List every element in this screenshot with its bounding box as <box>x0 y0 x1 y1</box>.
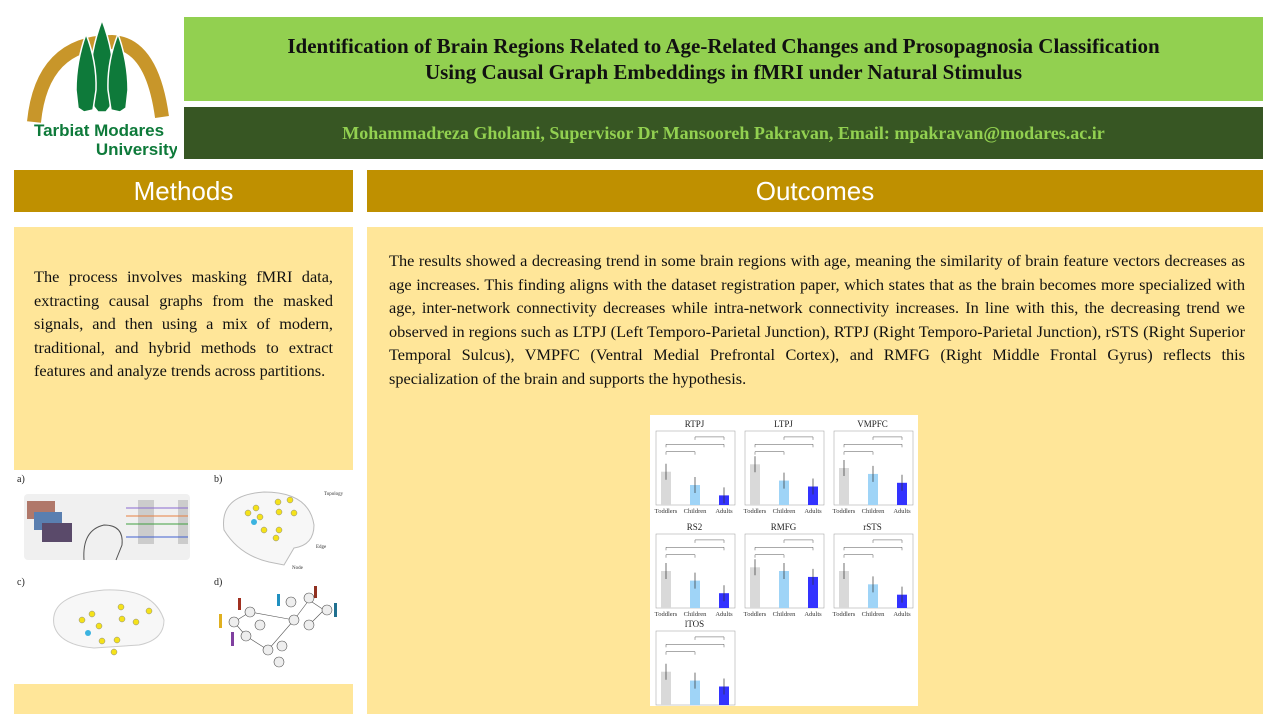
bar-panel-rsts: rSTS Toddlers Children Adults <box>833 522 914 618</box>
category-label: Adults <box>804 508 822 515</box>
category-label: Adults <box>893 508 911 515</box>
bar-children <box>779 480 789 505</box>
panel-title: lTOS <box>685 619 704 629</box>
outcomes-panel: The results showed a decreasing trend in… <box>367 227 1263 715</box>
significance-bracket <box>665 554 696 558</box>
bar-panel-ltpj: LTPJ Toddlers Children Adults <box>744 419 825 515</box>
panel-title: rSTS <box>863 522 882 532</box>
bar-toddlers <box>839 571 849 608</box>
significance-bracket <box>843 554 874 558</box>
panel-title: RTPJ <box>685 419 705 429</box>
bar-adults <box>719 686 729 705</box>
category-label: Children <box>773 508 796 515</box>
bar-panel-rtpj: RTPJ Toddlers Children Adults <box>655 419 736 515</box>
significance-bracket <box>665 651 696 655</box>
author-bar: Mohammadreza Gholami, Supervisor Dr Mans… <box>184 107 1263 159</box>
methods-text: The process involves masking fMRI data, … <box>34 267 333 380</box>
category-label: Children <box>684 508 707 515</box>
brain-causal-graph-illustration <box>53 589 165 656</box>
panel-title: VMPFC <box>857 419 888 429</box>
bar-children <box>690 580 700 608</box>
category-label: Children <box>684 611 707 618</box>
panel-label-a: a) <box>17 474 25 485</box>
bar-panel-rmfg: RMFG Toddlers Children Adults <box>744 522 825 618</box>
category-label: Toddlers <box>744 508 767 515</box>
bar-toddlers <box>750 567 760 608</box>
significance-bracket <box>694 436 725 440</box>
significance-bracket <box>665 547 725 551</box>
bar-toddlers <box>661 571 671 608</box>
bar-children <box>690 680 700 705</box>
category-label: Toddlers <box>833 508 856 515</box>
significance-bracket <box>872 539 903 543</box>
bar-children <box>868 584 878 608</box>
significance-bracket <box>665 444 725 448</box>
category-label: Adults <box>715 611 733 618</box>
panel-label-c: c) <box>17 577 25 588</box>
significance-bracket <box>694 636 725 640</box>
bar-toddlers <box>839 468 849 505</box>
title-bar: Identification of Brain Regions Related … <box>184 17 1263 101</box>
authors: Mohammadreza Gholami, Supervisor Dr Mans… <box>342 122 1105 143</box>
significance-bracket <box>754 444 814 448</box>
category-label: Children <box>862 508 885 515</box>
category-label: Children <box>773 611 796 618</box>
panel-label-d: d) <box>214 577 222 588</box>
outcomes-heading: Outcomes <box>367 170 1263 212</box>
category-label: Toddlers <box>833 611 856 618</box>
significance-bracket <box>665 451 696 455</box>
graph-illustration <box>219 586 337 668</box>
significance-bracket <box>694 539 725 543</box>
bar-panel-rs2: RS2 Toddlers Children Adults <box>655 522 736 618</box>
bar-adults <box>897 482 907 505</box>
significance-bracket <box>754 554 785 558</box>
outcomes-text: The results showed a decreasing trend in… <box>389 251 1245 388</box>
results-figure: RTPJ Toddlers Children Adults LTPJ Toddlers Ch… <box>650 415 918 715</box>
methods-figure: a) b) c) d) <box>14 470 353 684</box>
poster-title: Identification of Brain Regions Related … <box>287 34 1160 84</box>
bar-adults <box>808 486 818 505</box>
panel-title: LTPJ <box>774 419 793 429</box>
category-label: Adults <box>804 611 822 618</box>
category-label: Toddlers <box>655 611 678 618</box>
bar-children <box>779 571 789 608</box>
category-label: Adults <box>715 508 733 515</box>
category-label: Adults <box>893 611 911 618</box>
edge-label: Edge <box>316 545 327 550</box>
category-label: Children <box>862 611 885 618</box>
significance-bracket <box>754 547 814 551</box>
significance-bracket <box>843 451 874 455</box>
category-label: Toddlers <box>744 611 767 618</box>
bar-toddlers <box>661 671 671 705</box>
methods-panel: The process involves masking fMRI data, … <box>14 227 353 714</box>
node-label: Node <box>292 566 304 571</box>
significance-bracket <box>872 436 903 440</box>
bar-children <box>690 485 700 505</box>
pipeline-illustration <box>24 494 190 561</box>
panel-label-b: b) <box>214 474 222 485</box>
methods-heading: Methods <box>14 170 353 212</box>
bar-toddlers <box>750 464 760 505</box>
category-label: Toddlers <box>655 508 678 515</box>
significance-bracket <box>783 436 814 440</box>
significance-bracket <box>783 539 814 543</box>
bar-panel-ltos: lTOSToddlersChildrenAdults <box>655 619 736 715</box>
university-logo: Tarbiat Modares University <box>22 12 179 160</box>
bar-toddlers <box>661 471 671 505</box>
panel-title: RMFG <box>771 522 797 532</box>
bar-panel-vmpfc: VMPFC Toddlers Children Adults <box>833 419 914 515</box>
brain-graph-illustration: Topology Edge Node <box>223 491 344 571</box>
topology-label: Topology <box>324 492 344 497</box>
logo-text: Tarbiat Modares <box>34 121 164 140</box>
significance-bracket <box>665 644 725 648</box>
logo-text: University <box>96 140 177 159</box>
bar-children <box>868 473 878 505</box>
bar-adults <box>808 576 818 608</box>
significance-bracket <box>754 451 785 455</box>
significance-bracket <box>843 444 903 448</box>
panel-title: RS2 <box>687 522 703 532</box>
significance-bracket <box>843 547 903 551</box>
